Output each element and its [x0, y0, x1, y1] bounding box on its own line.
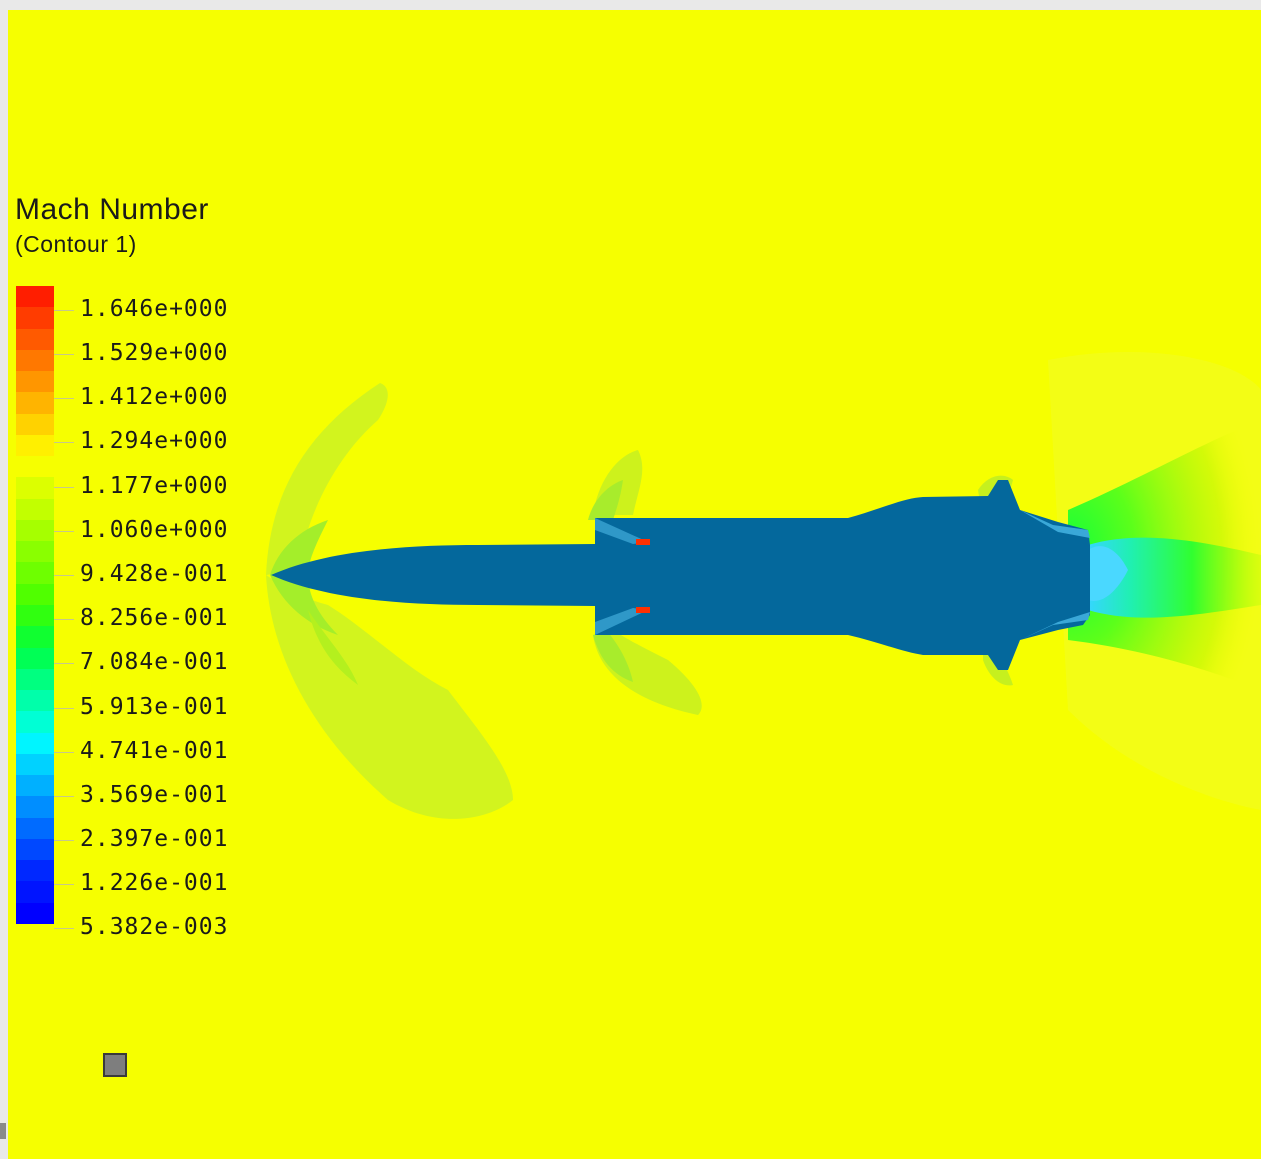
colorbar-band	[16, 711, 54, 733]
vehicle-body	[271, 480, 1090, 670]
colorbar-band	[16, 732, 54, 754]
legend-tick-mark	[54, 487, 74, 488]
legend-tick-mark	[54, 354, 74, 355]
colorbar-band	[16, 860, 54, 882]
legend-tick-label: 2.397e-001	[80, 826, 229, 852]
legend-tick-mark	[54, 752, 74, 753]
hot-spot-upper	[636, 539, 650, 545]
axis-triad-icon[interactable]	[103, 1053, 127, 1077]
colorbar-band	[16, 392, 54, 414]
legend-tick-label: 9.428e-001	[80, 561, 229, 587]
colorbar-band	[16, 668, 54, 691]
legend-tick-mark	[54, 840, 74, 841]
colorbar-band	[16, 796, 54, 818]
colorbar-band	[16, 519, 54, 542]
legend-tick-mark	[54, 884, 74, 885]
nose-shock-lower-lobe	[308, 610, 358, 685]
colorbar-band	[16, 349, 54, 372]
legend-tick-label: 7.084e-001	[80, 649, 229, 675]
legend-tick-mark	[54, 928, 74, 929]
contour-viewport[interactable]: Mach Number (Contour 1) 1.646e+000 1.529…	[8, 10, 1261, 1159]
legend-tick-mark	[54, 575, 74, 576]
colorbar-band	[16, 690, 54, 712]
colorbar-band	[16, 775, 54, 797]
colorbar-band	[16, 562, 54, 584]
legend-tick-label: 1.412e+000	[80, 384, 229, 410]
mach-contour-field	[8, 10, 1261, 1159]
colorbar-band	[16, 817, 54, 839]
legend-tick-mark	[54, 708, 74, 709]
colorbar-band	[16, 434, 54, 457]
legend-subtitle: (Contour 1)	[15, 231, 137, 257]
legend-title: Mach Number	[15, 193, 209, 226]
colorbar-band	[16, 753, 54, 776]
inlet-edge-upper	[595, 518, 648, 544]
hot-spot-lower	[636, 607, 650, 613]
colorbar-band	[16, 902, 54, 924]
legend-tick-label: 5.913e-001	[80, 694, 229, 720]
fin-edge-upper	[1020, 510, 1090, 538]
legend-tick-label: 8.256e-001	[80, 605, 229, 631]
bow-shock-upper	[266, 383, 388, 575]
colorbar-band	[16, 371, 54, 393]
colorbar-band	[16, 328, 54, 350]
colorbar-band	[16, 307, 54, 329]
legend-tick-label: 1.529e+000	[80, 340, 229, 366]
colorbar-band	[16, 286, 54, 308]
exhaust-plume	[1088, 537, 1261, 618]
legend-tick-label: 1.294e+000	[80, 428, 229, 454]
colorbar-band	[16, 477, 54, 499]
legend-tick-label: 4.741e-001	[80, 738, 229, 764]
legend-tick-mark	[54, 663, 74, 664]
colorbar-band	[16, 647, 54, 669]
bow-shock-lower	[266, 575, 513, 819]
fin-edge-lower	[1020, 612, 1090, 640]
inlet-shock-upper-core	[588, 480, 623, 520]
colorbar-band	[16, 626, 54, 648]
legend-colorbar	[16, 286, 54, 924]
legend-tick-mark	[54, 796, 74, 797]
legend-tick-mark	[54, 398, 74, 399]
base-recirculation	[1088, 546, 1128, 601]
legend-tick-mark	[54, 310, 74, 311]
legend-tick-mark	[54, 442, 74, 443]
colorbar-band	[16, 498, 54, 520]
legend-tick-label: 1.177e+000	[80, 473, 229, 499]
legend-tick-label: 5.382e-003	[80, 914, 229, 940]
colorbar-band	[16, 838, 54, 861]
colorbar-band	[16, 413, 54, 435]
legend-tick-mark	[54, 531, 74, 532]
legend-tick-label: 3.569e-001	[80, 782, 229, 808]
colorbar-band	[16, 541, 54, 563]
legend-tick-label: 1.226e-001	[80, 870, 229, 896]
colorbar-band	[16, 881, 54, 903]
colorbar-band	[16, 456, 54, 478]
inlet-edge-lower	[595, 608, 648, 635]
window-edge-mark	[0, 1123, 6, 1139]
legend-tick-label: 1.646e+000	[80, 296, 229, 322]
colorbar-band	[16, 604, 54, 627]
colorbar-band	[16, 583, 54, 605]
legend-tick-mark	[54, 619, 74, 620]
legend-tick-label: 1.060e+000	[80, 517, 229, 543]
inlet-shock-lower-core	[593, 632, 633, 682]
